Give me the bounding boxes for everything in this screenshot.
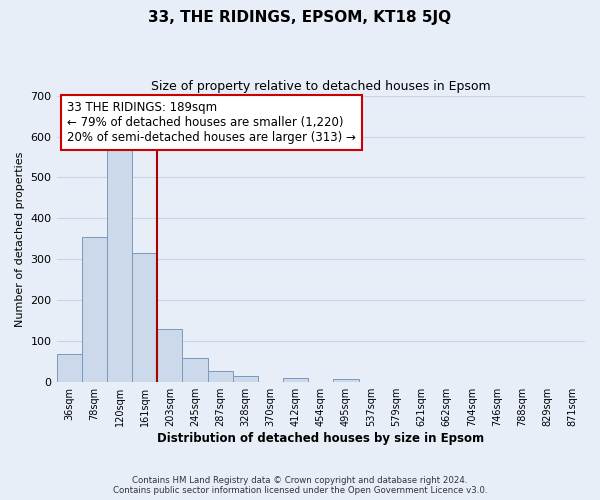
Bar xyxy=(182,358,208,382)
Bar xyxy=(82,237,107,382)
Bar xyxy=(208,370,233,382)
Bar xyxy=(157,329,182,382)
Bar xyxy=(233,376,258,382)
Bar xyxy=(283,378,308,382)
X-axis label: Distribution of detached houses by size in Epsom: Distribution of detached houses by size … xyxy=(157,432,484,445)
Text: 33, THE RIDINGS, EPSOM, KT18 5JQ: 33, THE RIDINGS, EPSOM, KT18 5JQ xyxy=(148,10,452,25)
Bar xyxy=(56,354,82,382)
Text: 33 THE RIDINGS: 189sqm
← 79% of detached houses are smaller (1,220)
20% of semi-: 33 THE RIDINGS: 189sqm ← 79% of detached… xyxy=(67,102,356,144)
Title: Size of property relative to detached houses in Epsom: Size of property relative to detached ho… xyxy=(151,80,491,93)
Bar xyxy=(132,253,157,382)
Y-axis label: Number of detached properties: Number of detached properties xyxy=(15,151,25,326)
Bar xyxy=(334,379,359,382)
Bar xyxy=(107,150,132,382)
Text: Contains HM Land Registry data © Crown copyright and database right 2024.
Contai: Contains HM Land Registry data © Crown c… xyxy=(113,476,487,495)
